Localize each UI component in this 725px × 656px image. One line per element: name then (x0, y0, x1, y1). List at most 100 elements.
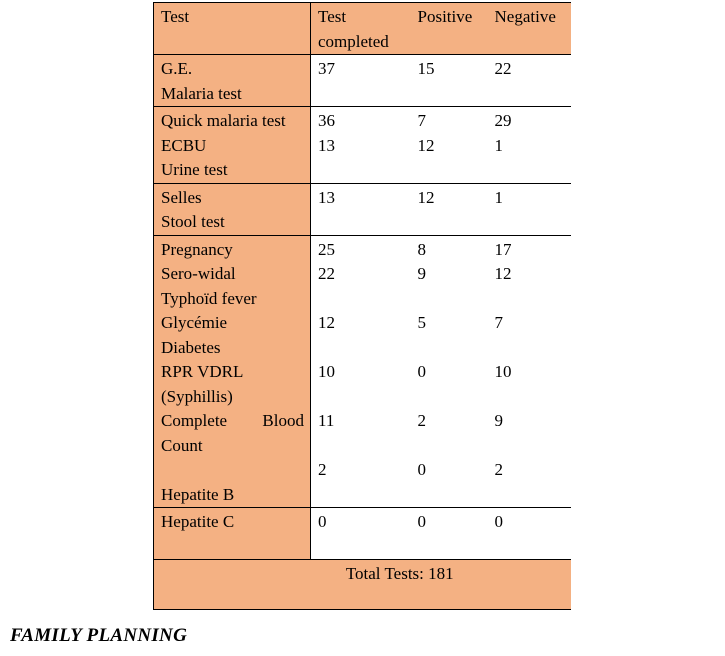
test-label: G.E. (161, 59, 193, 78)
negative-value: 12 (494, 264, 512, 283)
completed-value: 10 (318, 362, 335, 381)
test-label: Sero-widal (161, 264, 236, 283)
test-label: Typhoïd fever (161, 288, 257, 308)
positive-value: 5 (417, 313, 427, 332)
completed-value (318, 483, 411, 508)
completed-value: 36 (318, 111, 335, 130)
test-label: Glycémie (161, 313, 228, 332)
header-cell-test-completed: Test completed (310, 2, 411, 55)
test-label: Hepatite C (161, 512, 235, 531)
header-row: Test Test completed Positive Negative (153, 2, 571, 55)
table-section-row: Quick malaria test ECBU Urine test 36 13 7 12 2… (153, 106, 571, 184)
completed-cell: 36 13 (310, 106, 411, 184)
table-section-row: Selles Stool test 13 12 1 (153, 183, 571, 236)
positive-cell: 0 (410, 507, 488, 560)
total-tests-cell: Total Tests: 181 (153, 559, 571, 610)
negative-value (495, 483, 571, 508)
positive-value (418, 535, 488, 560)
positive-cell: 8 9 5 0 2 0 (410, 235, 488, 508)
table-head: Test Test completed Positive Negative (153, 2, 571, 55)
negative-cell: 22 (487, 54, 571, 107)
test-label: Pregnancy (161, 239, 233, 259)
test-name-cell: G.E. Malaria test (153, 54, 311, 107)
negative-value (495, 336, 571, 361)
test-label: ECBU (161, 135, 207, 155)
completed-value: 12 (318, 313, 335, 332)
negative-cell: 0 (487, 507, 571, 560)
negative-value: 17 (494, 239, 512, 259)
test-label: Stool test (161, 212, 225, 231)
completed-value (318, 158, 411, 183)
positive-value: 0 (417, 362, 427, 381)
table-foot: Total Tests: 181 (153, 559, 571, 610)
test-label: RPR VDRL (161, 362, 244, 381)
positive-value (418, 434, 488, 459)
negative-value (495, 158, 571, 183)
negative-value (495, 434, 571, 459)
completed-cell: 25 22 12 10 11 2 (310, 235, 411, 508)
completed-cell: 37 (310, 54, 411, 107)
negative-value (495, 82, 571, 107)
completed-value: 13 (318, 135, 335, 155)
negative-value: 1 (494, 187, 504, 207)
completed-value: 2 (318, 460, 327, 479)
completed-value (318, 385, 411, 410)
positive-value: 9 (417, 264, 427, 283)
header-cell-negative: Negative (487, 2, 571, 55)
table-section-row: Pregnancy Sero-widal Typhoïd fever Glycémie… (153, 235, 571, 508)
negative-value: 10 (494, 362, 512, 381)
completed-value: 37 (318, 59, 335, 78)
table-section-row: Hepatite C 0 0 0 (153, 507, 571, 560)
positive-cell: 15 (410, 54, 488, 107)
negative-cell: 29 1 (487, 106, 571, 184)
negative-value: 1 (494, 135, 504, 155)
positive-value (418, 82, 488, 107)
negative-value (495, 385, 571, 410)
positive-value: 7 (417, 111, 427, 130)
completed-value: 0 (318, 512, 327, 531)
test-label: Selles (161, 187, 202, 207)
positive-value (418, 336, 488, 361)
table-section-row: G.E. Malaria test 37 15 22 (153, 54, 571, 107)
positive-value: 12 (417, 135, 435, 155)
test-label: Malaria test (161, 83, 242, 103)
positive-cell: 12 (410, 183, 488, 236)
negative-value: 7 (494, 313, 504, 332)
test-label: (Syphillis) (161, 386, 233, 406)
negative-value (495, 210, 571, 235)
positive-value (418, 158, 488, 183)
positive-value (418, 483, 488, 508)
negative-value: 0 (494, 512, 504, 531)
completed-value: 25 (318, 239, 335, 259)
negative-cell: 17 12 7 10 9 2 (487, 235, 571, 508)
completed-value (318, 287, 411, 312)
test-name-cell: Selles Stool test (153, 183, 311, 236)
test-label: Urine test (161, 160, 228, 179)
negative-value: 2 (494, 460, 504, 479)
total-row: Total Tests: 181 (153, 559, 571, 610)
test-label: Hepatite B (161, 484, 235, 504)
family-planning-heading: FAMILY PLANNING (10, 625, 188, 646)
completed-value: 22 (318, 264, 335, 283)
completed-value (318, 535, 411, 560)
test-label (161, 535, 310, 560)
test-label: Diabetes (161, 337, 221, 357)
test-name-cell: Pregnancy Sero-widal Typhoïd fever Glycémie… (153, 235, 311, 508)
header-cell-positive: Positive (410, 2, 488, 55)
completed-cell: 0 (310, 507, 411, 560)
test-name-cell: Hepatite C (153, 507, 311, 560)
completed-value (318, 210, 411, 235)
negative-value (495, 287, 571, 312)
test-label: Count (161, 435, 203, 455)
completed-value (318, 336, 411, 361)
positive-value: 12 (417, 187, 435, 207)
positive-value: 8 (417, 239, 427, 259)
positive-value (418, 385, 488, 410)
completed-cell: 13 (310, 183, 411, 236)
header-cell-test: Test (153, 2, 311, 55)
positive-value: 0 (417, 512, 427, 531)
test-label: Complete Blood (161, 411, 304, 430)
completed-value (318, 82, 411, 107)
negative-value (495, 535, 571, 560)
negative-cell: 1 (487, 183, 571, 236)
